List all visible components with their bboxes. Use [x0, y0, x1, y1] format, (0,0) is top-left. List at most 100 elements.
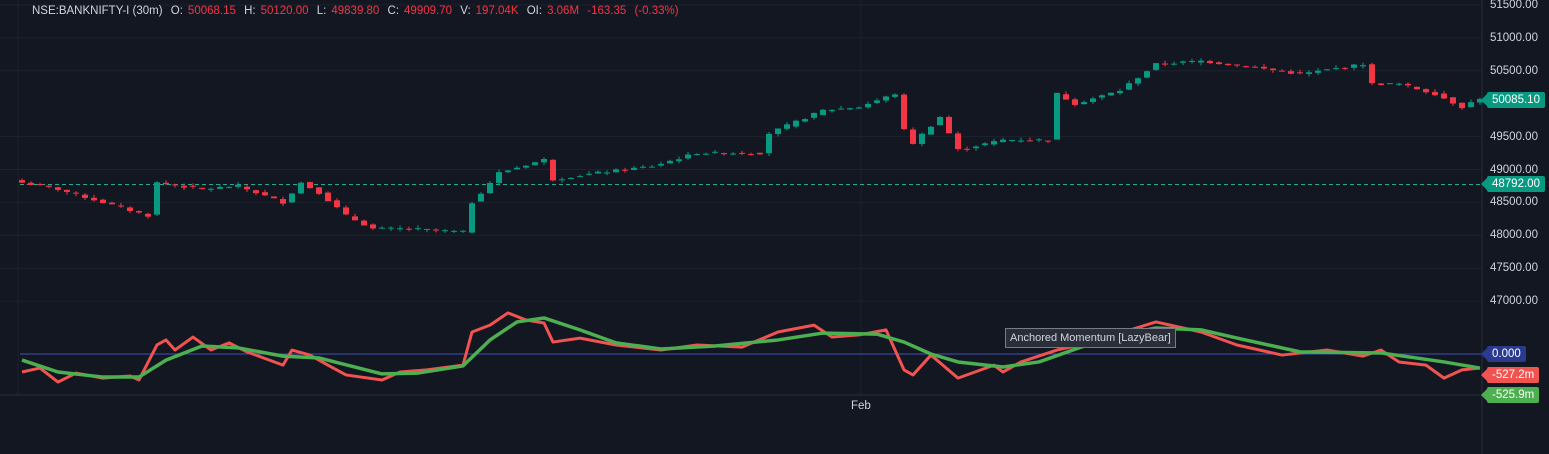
candle: [1216, 61, 1222, 65]
candle-body: [1234, 64, 1240, 66]
candle: [244, 184, 250, 192]
candle-body: [1279, 70, 1285, 72]
candle-body: [703, 153, 709, 155]
candle-body: [1162, 63, 1168, 65]
candle-body: [955, 133, 961, 150]
candle-body: [1126, 83, 1132, 90]
candle: [1135, 77, 1141, 86]
candle: [415, 225, 421, 231]
candle-body: [757, 152, 763, 155]
candle-body: [415, 228, 421, 230]
candle-body: [73, 192, 79, 194]
candle-body: [919, 133, 925, 144]
candle-body: [865, 103, 871, 108]
candle-body: [1270, 68, 1276, 71]
candle: [1468, 99, 1474, 108]
candle: [1099, 94, 1105, 101]
candle-body: [1288, 71, 1294, 74]
candle: [1342, 67, 1348, 71]
candle: [856, 106, 862, 109]
candle: [721, 152, 727, 156]
candle-body: [334, 200, 340, 208]
candle-body: [1369, 64, 1375, 84]
candle-body: [55, 187, 61, 190]
candle-body: [1414, 86, 1420, 90]
candle-body: [1468, 102, 1474, 108]
candle: [1189, 58, 1195, 64]
candle: [334, 198, 340, 209]
close-value: 49909.70: [404, 5, 452, 17]
candle: [532, 162, 538, 166]
low-value: 49839.80: [331, 5, 380, 17]
candle-body: [730, 153, 736, 155]
candle-body: [1342, 67, 1348, 69]
candle-body: [514, 167, 520, 170]
candle-body: [685, 154, 691, 159]
candle: [1234, 64, 1240, 68]
candle-body: [1405, 83, 1411, 86]
candle: [730, 152, 736, 156]
candle-body: [208, 188, 214, 190]
candle: [631, 166, 637, 171]
candle: [460, 230, 466, 234]
candle-body: [532, 162, 538, 166]
candle-body: [235, 184, 241, 187]
candle: [847, 107, 853, 110]
candle-body: [406, 228, 412, 230]
candle: [1045, 140, 1051, 144]
candle: [1270, 68, 1276, 73]
candle: [1009, 139, 1015, 142]
candle: [1324, 69, 1330, 71]
candle-body: [82, 194, 88, 198]
candle: [901, 93, 907, 131]
candle-body: [343, 207, 349, 215]
candle-body: [478, 193, 484, 202]
candle-body: [1423, 89, 1429, 93]
candle: [1315, 68, 1321, 76]
candle: [253, 189, 259, 196]
candle-body: [1063, 94, 1069, 100]
candle: [1153, 63, 1159, 71]
candle: [1432, 89, 1438, 97]
candle: [676, 156, 682, 164]
candle: [496, 169, 502, 185]
candle-body: [1261, 66, 1267, 69]
candle-body: [1477, 98, 1483, 103]
momentum-value-tag: -527.2m: [1480, 367, 1540, 383]
candle: [784, 122, 790, 131]
candle: [955, 131, 961, 152]
candle-body: [577, 176, 583, 178]
candle-body: [1090, 98, 1096, 102]
candle-body: [568, 177, 574, 179]
candle-body: [37, 184, 43, 186]
candle: [505, 169, 511, 174]
candle-body: [253, 190, 259, 194]
candle-body: [100, 199, 106, 204]
candle: [991, 138, 997, 147]
close-label: C:: [387, 5, 400, 17]
last-price-tag: 50085.10: [1481, 92, 1545, 108]
candle-body: [1081, 102, 1087, 105]
candle: [226, 185, 232, 189]
candle-body: [442, 230, 448, 232]
candle-body: [1351, 64, 1357, 68]
candle: [775, 128, 781, 137]
price-tick: 49000.00: [1490, 163, 1538, 176]
candle: [451, 229, 457, 234]
candle-body: [46, 185, 52, 187]
candle: [1027, 137, 1033, 142]
symbol-name[interactable]: NSE:BANKNIFTY-I (30m): [32, 5, 163, 17]
candle-body: [1180, 61, 1186, 63]
candle-body: [1333, 68, 1339, 70]
price-tick: 47000.00: [1490, 295, 1538, 308]
candle-body: [145, 213, 151, 217]
candle-body: [1135, 78, 1141, 84]
candle-body: [199, 187, 205, 189]
candle: [568, 177, 574, 180]
candle: [1252, 65, 1258, 68]
indicator-lines: [21, 311, 1481, 384]
candle: [1306, 70, 1312, 77]
candle: [154, 181, 160, 216]
candle: [802, 118, 808, 123]
